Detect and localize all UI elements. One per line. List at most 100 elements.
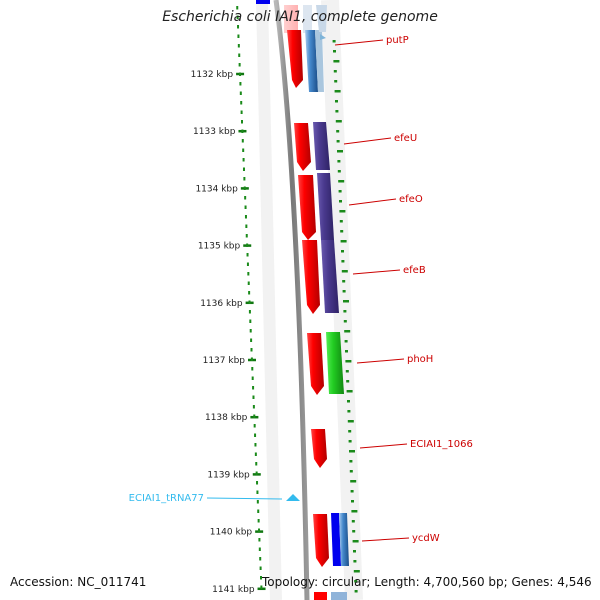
- track-dot: [334, 80, 338, 83]
- track-dot: [335, 100, 338, 103]
- track-dot: [341, 250, 344, 253]
- track-dot: [346, 380, 350, 383]
- ruler-dot: [250, 338, 253, 342]
- ruler-dot: [250, 357, 253, 361]
- track-dot: [339, 220, 343, 223]
- ruler-dot: [242, 148, 245, 152]
- ruler-dot: [256, 500, 259, 504]
- track-dot: [348, 430, 352, 433]
- track-dot: [353, 560, 357, 563]
- ruler-dot: [243, 186, 246, 190]
- track-dot: [347, 410, 351, 413]
- ruler-dot: [244, 205, 247, 209]
- ruler-dot: [248, 310, 251, 314]
- ruler-dot: [244, 196, 247, 200]
- ruler-dot: [258, 547, 261, 551]
- ruler-dot: [248, 291, 251, 295]
- track-dot: [340, 240, 347, 243]
- efeB-feature: [302, 240, 339, 314]
- ruler-dot: [242, 158, 245, 162]
- gene-label: ECIAI1_1066: [410, 439, 473, 450]
- ruler-dot: [246, 253, 249, 257]
- ruler-dot: [242, 167, 245, 171]
- ruler-dot: [249, 319, 252, 323]
- ruler-dot: [253, 424, 256, 428]
- track-dot: [353, 570, 360, 573]
- genome-backbone: [273, 0, 310, 600]
- ruler-dot: [251, 367, 254, 371]
- gene-leader-line: [343, 137, 392, 145]
- ruler-dot: [241, 139, 244, 143]
- efeO-feature: [298, 173, 334, 240]
- gc-dotted-track: [236, 6, 360, 593]
- track-dot: [344, 330, 351, 333]
- track-dot: [352, 540, 359, 543]
- ruler-dot: [249, 329, 252, 333]
- ruler-dot: [250, 348, 253, 352]
- gene-label: efeB: [403, 265, 426, 276]
- gene-leader-line: [352, 269, 401, 275]
- track-dot: [353, 550, 356, 553]
- track-dot: [354, 590, 358, 593]
- track-dot: [350, 490, 354, 493]
- track-dot: [350, 480, 357, 483]
- track-dot: [341, 260, 345, 263]
- track-dot: [333, 70, 337, 73]
- ruler: 1132 kbp 1133 kbp 1134 kbp 1135 kbp 1136 kbp…: [191, 70, 266, 595]
- gene-leader-line: [359, 443, 408, 449]
- phoH-feature: [307, 332, 344, 395]
- ruler-dot: [240, 110, 243, 114]
- track-dot: [348, 440, 352, 443]
- track-dot: [346, 390, 353, 393]
- ruler-dot: [247, 281, 250, 285]
- track-dot: [335, 120, 342, 123]
- gene-leader-line: [334, 39, 384, 46]
- track-dot: [349, 450, 355, 453]
- track-dot: [335, 110, 339, 113]
- gene-label: putP: [386, 35, 409, 46]
- track-dot: [345, 360, 352, 363]
- track-dot: [342, 290, 346, 293]
- track-dot: [345, 350, 348, 353]
- track-dot: [343, 310, 347, 313]
- ruler-label: 1137 kbp: [203, 356, 246, 366]
- ruler-dot: [252, 395, 255, 399]
- ruler-dot: [260, 576, 262, 580]
- track-dot: [333, 60, 340, 63]
- ruler-label: 1136 kbp: [200, 299, 243, 309]
- ruler-dot: [241, 120, 243, 124]
- track-dot: [336, 130, 340, 133]
- ruler-label: 1141 kbp: [212, 585, 255, 595]
- ruler-dot: [241, 129, 244, 133]
- ruler-dot: [238, 53, 241, 57]
- ruler-dot: [246, 262, 249, 266]
- track-dot: [349, 470, 353, 473]
- ruler-dot: [238, 63, 241, 67]
- ruler-dot: [236, 6, 239, 10]
- ruler-dot: [252, 386, 255, 390]
- ruler-dot: [259, 557, 262, 561]
- ruler-dot: [240, 101, 243, 105]
- track-dot: [339, 200, 342, 203]
- ycdW-feature: [313, 513, 349, 567]
- ruler-dot: [247, 272, 250, 276]
- track-dot: [338, 190, 342, 193]
- ruler-dot: [239, 72, 242, 76]
- cropped-feature-top: [256, 0, 270, 4]
- ruler-dot: [257, 519, 260, 523]
- track-dot: [351, 500, 354, 503]
- gene-label: ycdW: [412, 533, 440, 544]
- ruler-dot: [259, 566, 262, 570]
- ruler-dot: [248, 300, 251, 304]
- track-dot: [349, 460, 353, 463]
- ruler-label: 1134 kbp: [195, 184, 238, 194]
- ruler-dot: [258, 538, 261, 542]
- putP-region: [284, 5, 327, 92]
- ruler-dot: [236, 15, 239, 19]
- ruler-dot: [257, 509, 260, 513]
- track-dot: [337, 150, 343, 153]
- track-dot: [347, 400, 350, 403]
- ruler-dot: [251, 376, 254, 380]
- strand-halos: [256, 0, 363, 600]
- ruler-dot: [243, 177, 246, 181]
